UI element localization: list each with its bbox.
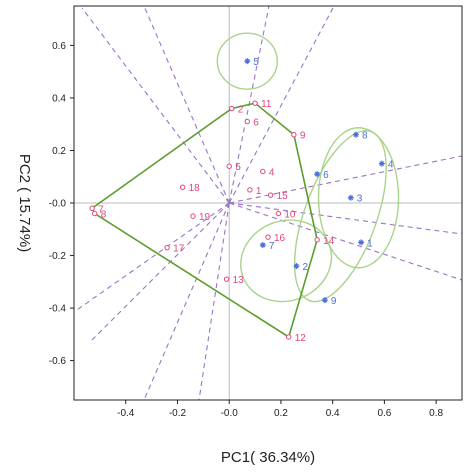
data-point-blue bbox=[259, 242, 266, 249]
point-label-red: 19 bbox=[199, 212, 211, 223]
x-axis-title: PC1( 36.34%) bbox=[221, 449, 315, 466]
x-tick-label: 0.6 bbox=[377, 408, 391, 419]
point-label-red: 11 bbox=[261, 99, 272, 110]
x-tick-label: -0.2 bbox=[169, 408, 187, 419]
convex-hull bbox=[91, 102, 318, 339]
data-point-red bbox=[164, 244, 170, 251]
loading-line bbox=[143, 202, 230, 401]
x-tick-label: 0.8 bbox=[429, 408, 443, 419]
y-tick-label: -0.0 bbox=[49, 199, 67, 210]
point-label-blue: 8 bbox=[362, 131, 368, 142]
y-tick-label: 0.2 bbox=[52, 146, 66, 157]
point-label-red: 13 bbox=[233, 275, 245, 286]
data-point-red bbox=[285, 334, 292, 340]
point-label-red: 6 bbox=[253, 118, 259, 129]
data-point-red bbox=[190, 213, 196, 219]
loading-line bbox=[229, 202, 463, 235]
x-tick-label: -0.0 bbox=[221, 408, 239, 419]
x-tick-label: 0.4 bbox=[326, 408, 340, 419]
point-label-blue: 3 bbox=[357, 194, 363, 205]
data-point-blue bbox=[244, 58, 251, 65]
point-label-red: 5 bbox=[235, 162, 241, 173]
data-point-blue bbox=[347, 194, 354, 201]
data-point-red bbox=[275, 210, 282, 217]
y-axis-title: PC2 ( 15.74%) bbox=[16, 154, 33, 252]
y-tick-label: -0.6 bbox=[49, 356, 67, 367]
point-label-blue: 6 bbox=[323, 170, 329, 181]
data-point-blue bbox=[378, 160, 385, 167]
point-label-blue: 5 bbox=[253, 57, 259, 68]
point-label-red: 18 bbox=[189, 183, 201, 194]
point-label-red: 17 bbox=[173, 244, 185, 255]
x-tick-label: -0.4 bbox=[117, 408, 135, 419]
point-label-red: 16 bbox=[274, 233, 286, 244]
point-label-red: 12 bbox=[295, 333, 307, 344]
point-label-red: 7 bbox=[98, 204, 104, 215]
point-label-red: 2 bbox=[238, 104, 244, 115]
cluster-ellipse bbox=[216, 32, 279, 90]
point-label-red: 15 bbox=[277, 191, 289, 202]
data-point-red bbox=[89, 205, 95, 211]
loading-line bbox=[91, 202, 230, 341]
point-label-red: 8 bbox=[101, 210, 107, 221]
point-label-red: 10 bbox=[284, 210, 296, 221]
point-label-blue: 4 bbox=[388, 160, 394, 171]
data-point-red bbox=[226, 163, 232, 169]
data-point-red bbox=[265, 234, 271, 240]
x-tick-label: 0.2 bbox=[274, 408, 288, 419]
point-label-blue: 7 bbox=[269, 241, 275, 252]
point-label-blue: 1 bbox=[367, 238, 373, 249]
loading-line bbox=[143, 5, 230, 204]
point-label-blue: 9 bbox=[331, 296, 337, 307]
point-label-red: 4 bbox=[269, 167, 275, 178]
y-tick-label: -0.2 bbox=[49, 251, 67, 262]
point-label-red: 1 bbox=[256, 186, 262, 197]
data-point-red bbox=[244, 118, 251, 125]
cluster-ellipse bbox=[317, 127, 400, 269]
data-point-red bbox=[252, 100, 258, 106]
loading-line bbox=[229, 202, 463, 281]
y-tick-label: 0.4 bbox=[52, 93, 66, 104]
data-point-red bbox=[260, 168, 266, 175]
point-label-red: 14 bbox=[323, 236, 335, 247]
data-point-red bbox=[314, 237, 320, 243]
data-point-red bbox=[91, 210, 98, 217]
data-point-red bbox=[291, 132, 297, 138]
point-label-blue: 2 bbox=[302, 262, 308, 273]
y-tick-label: -0.4 bbox=[49, 304, 67, 315]
data-point-red bbox=[247, 187, 253, 193]
loading-line bbox=[81, 7, 230, 204]
y-tick-label: 0.6 bbox=[52, 41, 66, 52]
data-point-red bbox=[267, 192, 274, 198]
data-point-blue bbox=[352, 131, 359, 138]
loading-line bbox=[73, 202, 230, 313]
data-point-blue bbox=[358, 239, 365, 246]
data-point-blue bbox=[321, 297, 328, 304]
data-point-blue bbox=[314, 171, 321, 178]
loading-line bbox=[228, 5, 335, 204]
loading-line bbox=[229, 155, 463, 204]
data-point-red bbox=[223, 276, 230, 282]
data-point-blue bbox=[293, 263, 300, 270]
loading-line bbox=[198, 202, 230, 401]
data-point-red bbox=[229, 105, 235, 112]
point-label-red: 9 bbox=[300, 131, 306, 142]
data-point-red bbox=[179, 184, 186, 190]
